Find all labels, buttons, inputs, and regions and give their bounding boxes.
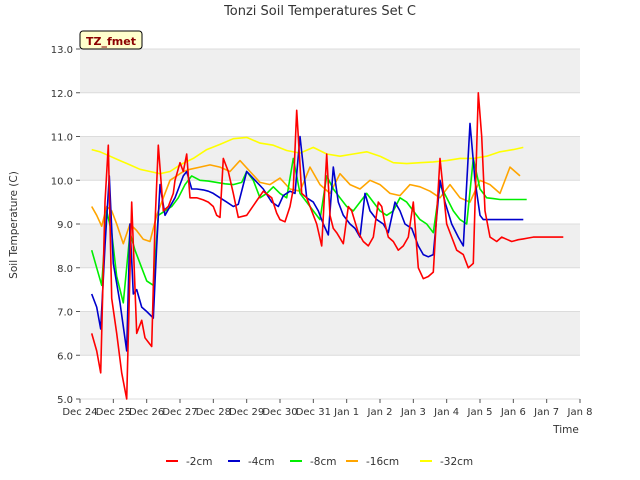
x-tick-label: Dec 25 xyxy=(96,407,131,418)
legend-label: -16cm xyxy=(366,456,399,468)
y-tick-label: 12.0 xyxy=(51,89,73,100)
series-line-neg4cm xyxy=(90,122,524,352)
annotation-box xyxy=(79,30,143,50)
legend-label: -2cm xyxy=(186,456,212,468)
x-tick-label: Dec 27 xyxy=(162,407,197,418)
series-line-neg2cm xyxy=(90,92,564,400)
plot-band xyxy=(80,311,580,356)
y-tick-label: 6.0 xyxy=(57,351,73,362)
x-tick-label: Dec 30 xyxy=(262,407,297,418)
x-tick-label: Dec 28 xyxy=(196,407,231,418)
x-tick-label: Jan 1 xyxy=(333,407,359,418)
annotation-label: TZ_fmet xyxy=(86,35,136,48)
legend-label: -4cm xyxy=(248,456,274,468)
legend: -2cm -4cm -8cm -16cm -32cm xyxy=(166,456,473,468)
x-tick-label: Jan 2 xyxy=(367,407,393,418)
x-tick-label: Jan 8 xyxy=(567,407,593,418)
y-axis: 5.0 6.0 7.0 8.0 9.0 10.0 11.0 12.0 13.0 xyxy=(51,45,80,406)
y-tick-label: 7.0 xyxy=(57,308,73,319)
x-tick-label: Dec 26 xyxy=(129,407,164,418)
y-tick-label: 9.0 xyxy=(57,220,73,231)
plot-band xyxy=(80,49,580,93)
station-annotation: TZ_fmet xyxy=(79,30,143,50)
x-tick-label: Jan 5 xyxy=(467,407,493,418)
x-tick-label: Jan 3 xyxy=(400,407,426,418)
plot-band xyxy=(80,224,580,268)
grid-lines xyxy=(80,48,580,400)
y-tick-label: 5.0 xyxy=(57,395,73,406)
x-tick-label: Jan 7 xyxy=(533,407,559,418)
legend-label: -32cm xyxy=(440,456,473,468)
x-tick-label: Jan 6 xyxy=(500,407,526,418)
y-tick-label: 13.0 xyxy=(51,45,73,56)
legend-label: -8cm xyxy=(310,456,336,468)
y-axis-label: Soil Temperature (C) xyxy=(8,171,20,279)
plot-band xyxy=(80,136,580,181)
y-tick-label: 8.0 xyxy=(57,264,73,275)
x-axis-label: Time xyxy=(552,424,579,436)
chart-title: Tonzi Soil Temperatures Set C xyxy=(223,4,416,19)
series-line-neg32cm xyxy=(91,136,524,175)
x-tick-label: Dec 29 xyxy=(229,407,264,418)
series-layer xyxy=(90,92,564,400)
x-tick-label: Dec 24 xyxy=(62,407,97,418)
y-tick-label: 11.0 xyxy=(51,133,73,144)
x-tick-label: Jan 4 xyxy=(433,407,459,418)
y-tick-label: 10.0 xyxy=(51,176,73,187)
x-tick-label: Dec 31 xyxy=(296,407,331,418)
